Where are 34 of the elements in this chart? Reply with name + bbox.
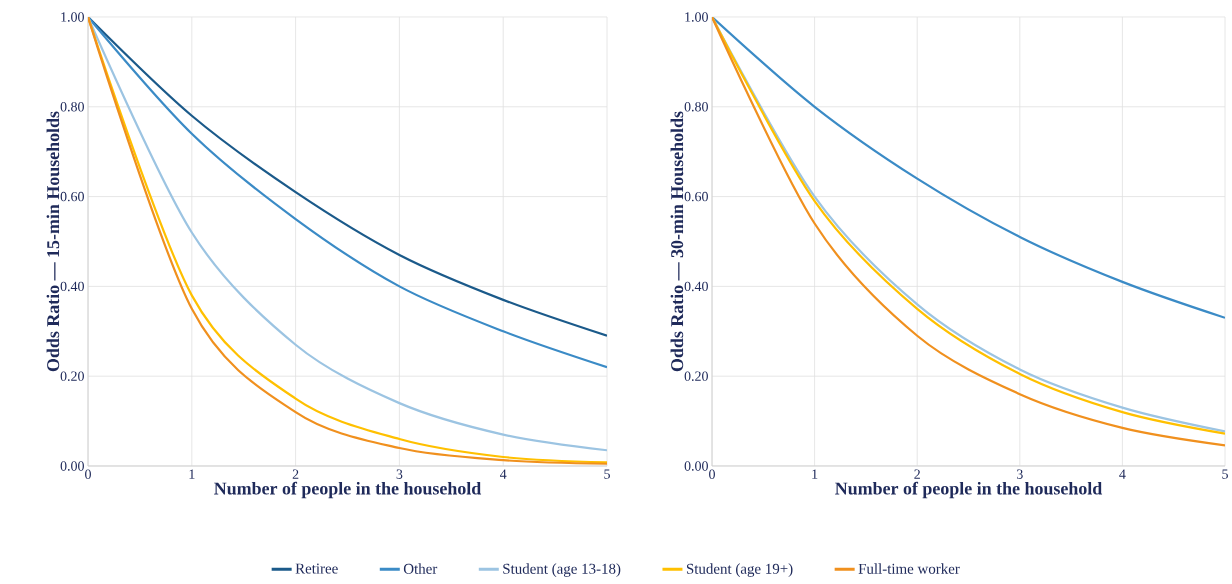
y-tick-label: 0.00 xyxy=(684,461,708,471)
y-tick-label: 1.00 xyxy=(685,12,708,22)
x-tick-label: 1 xyxy=(812,469,818,479)
x-tick-label: 4 xyxy=(499,469,507,479)
x-tick-label: 5 xyxy=(604,469,610,479)
x-tick-label: 3 xyxy=(1017,469,1023,479)
x-tick-label: 0 xyxy=(709,469,715,479)
legend-label: Student (age 13-18) xyxy=(503,563,621,577)
line-series xyxy=(712,16,1226,319)
x-tick-label: 2 xyxy=(914,469,920,479)
y-tick-label: 0.80 xyxy=(684,102,708,112)
y-tick-label: 1.00 xyxy=(61,12,84,22)
x-tick-label: 2 xyxy=(292,469,299,479)
y-axis-title: Odds Ratio — 30-min Households xyxy=(670,111,684,372)
y-tick-label: 0.40 xyxy=(60,281,84,292)
y-tick-label: 0.60 xyxy=(60,191,84,202)
x-tick-label: 5 xyxy=(1222,469,1228,479)
legend-label: Full-time worker xyxy=(858,563,960,574)
x-tick-label: 1 xyxy=(189,469,195,479)
y-tick-label: 0.80 xyxy=(60,102,84,112)
x-tick-label: 4 xyxy=(1119,469,1126,479)
y-tick-label: 0.00 xyxy=(60,461,84,471)
y-tick-label: 0.20 xyxy=(60,371,84,381)
y-tick-label: 0.40 xyxy=(684,281,708,292)
y-axis-title: Odds Ratio — 15-min Households xyxy=(46,111,60,372)
y-tick-label: 0.60 xyxy=(684,191,708,202)
legend-label: Student (age 19+) xyxy=(686,563,793,577)
x-tick-label: 3 xyxy=(396,469,403,479)
x-tick-label: 0 xyxy=(85,469,91,479)
x-axis-title: Number of people in the household xyxy=(835,481,1103,499)
legend-label: Retiree xyxy=(295,563,338,574)
x-axis-title: Number of people in the household xyxy=(214,481,482,499)
legend-label: Other xyxy=(403,563,438,574)
y-tick-label: 0.20 xyxy=(684,371,708,381)
